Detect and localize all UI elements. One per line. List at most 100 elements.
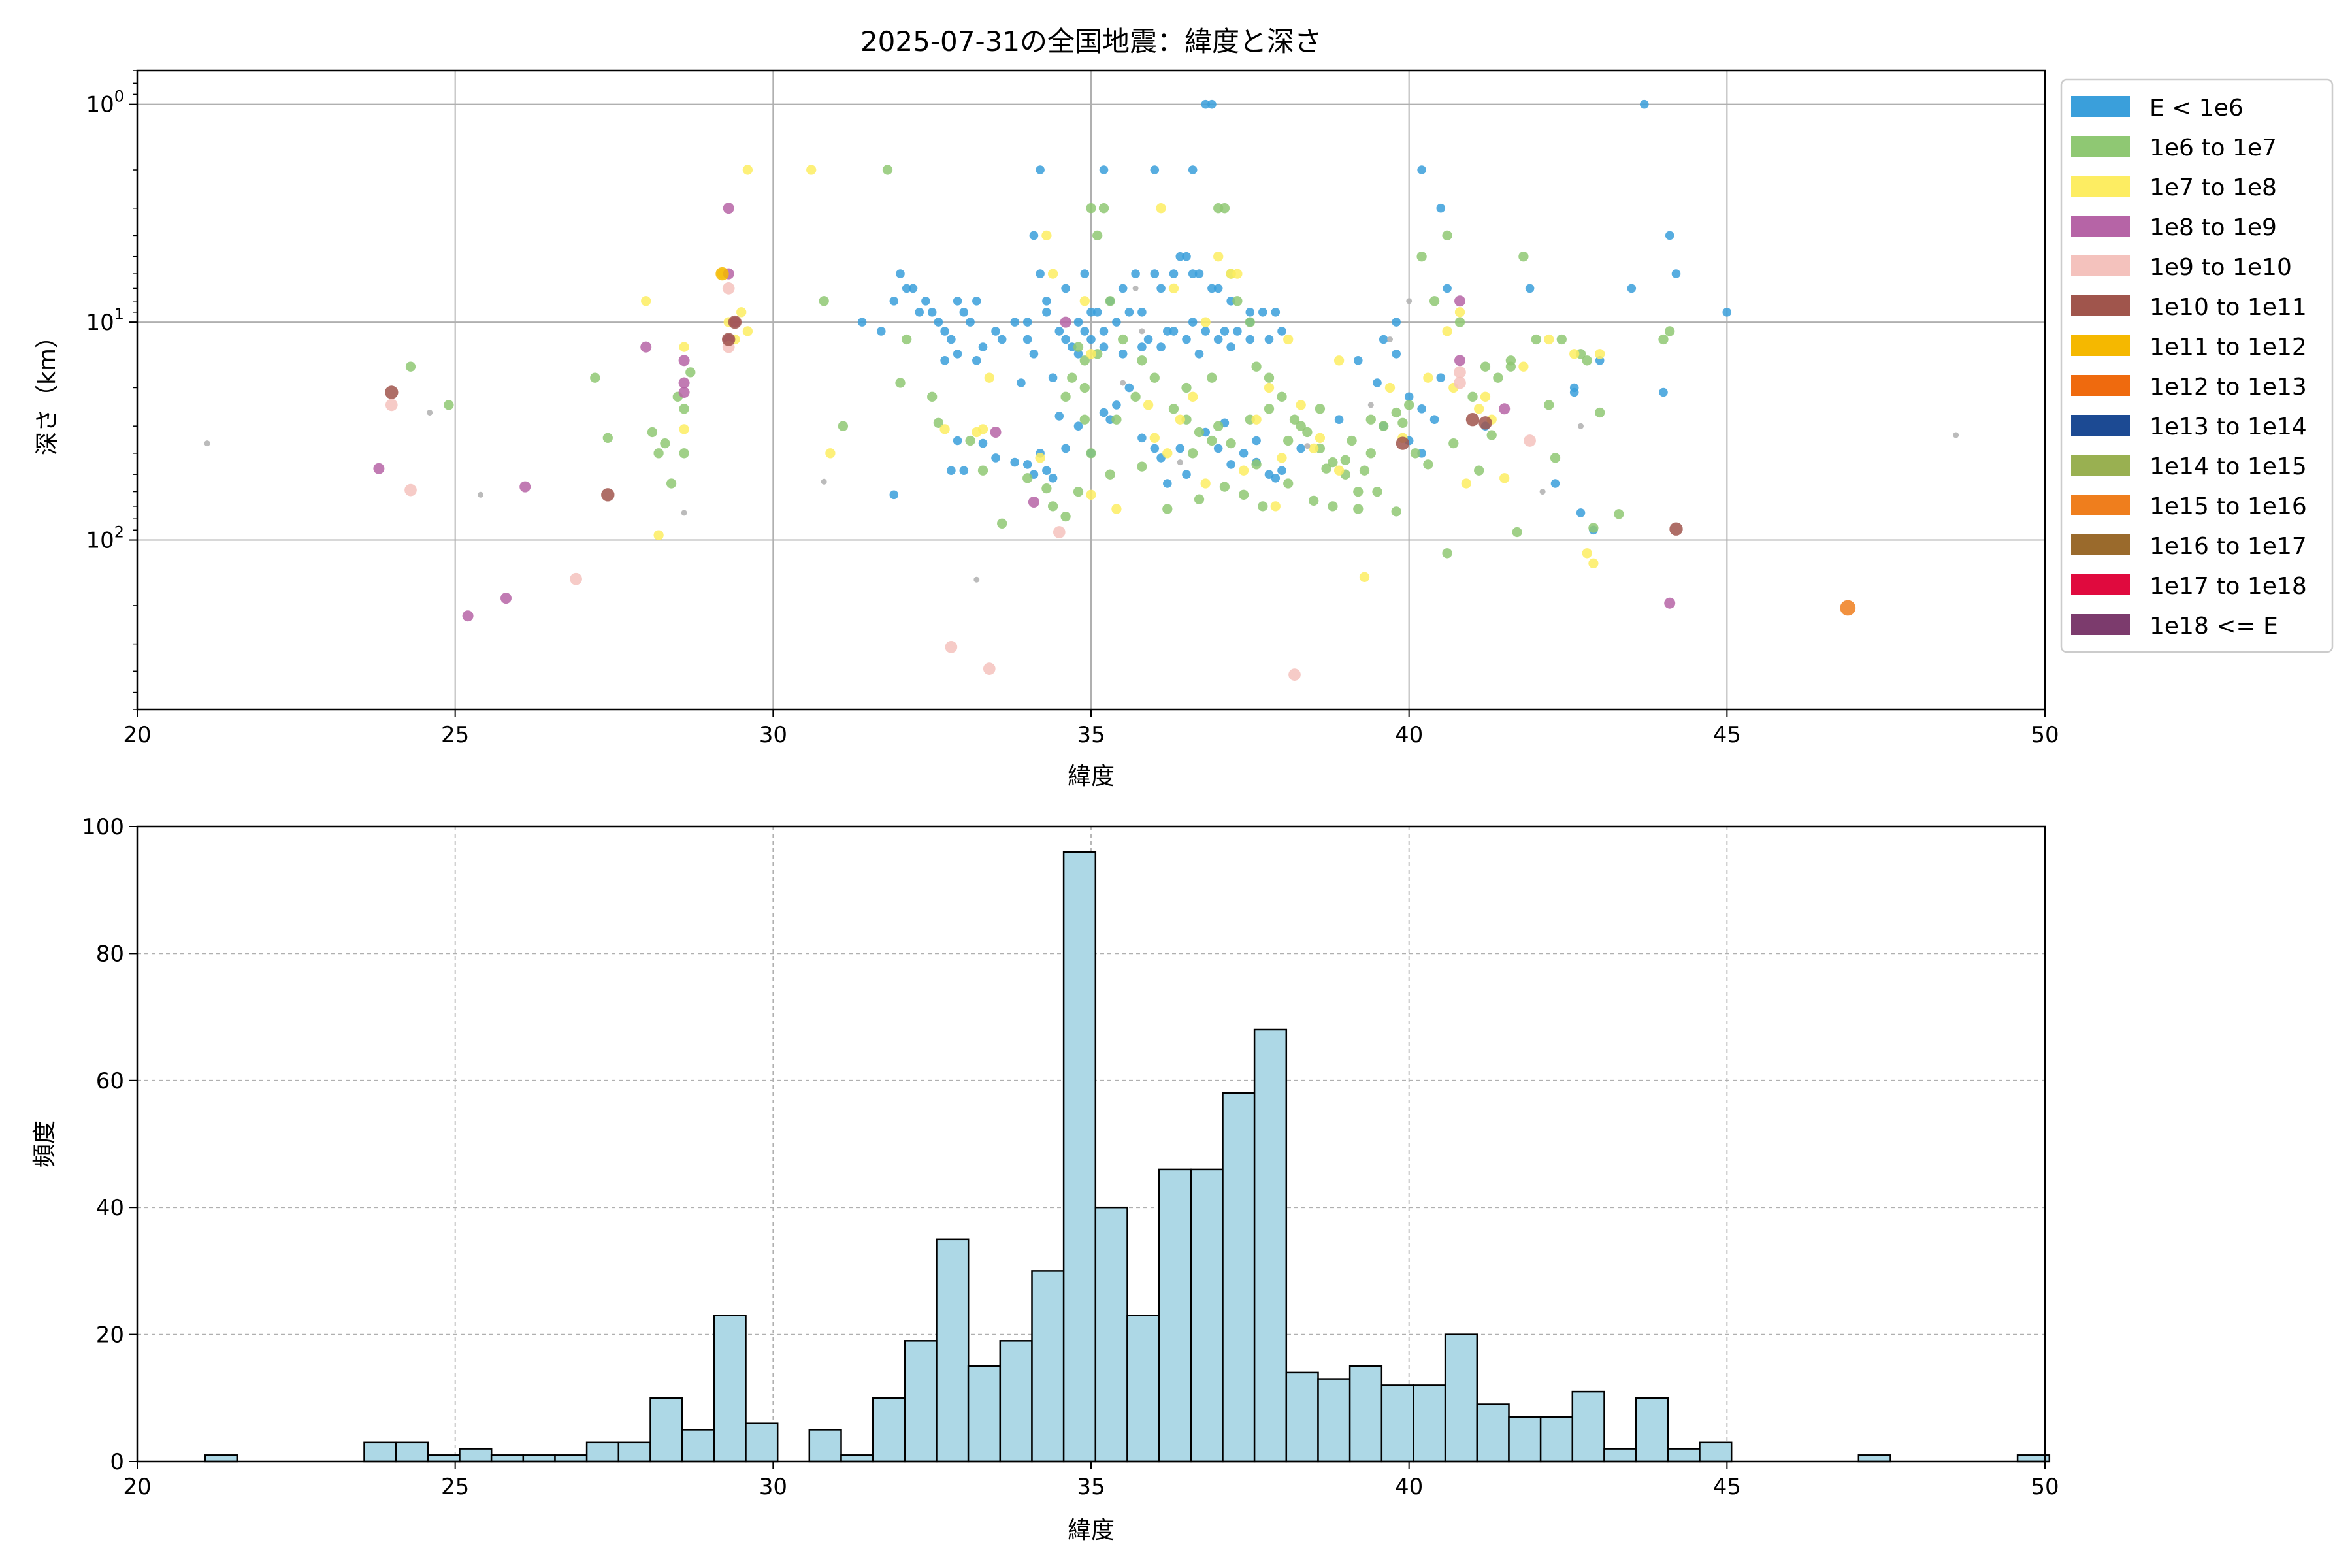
scatter-y-axis-title: 深さ（km） (34, 325, 61, 455)
scatter-point (1163, 479, 1172, 488)
scatter-point (1213, 335, 1223, 344)
histogram-x-tick-label: 30 (759, 1474, 787, 1500)
scatter-point (1232, 269, 1243, 279)
legend-swatch (2071, 534, 2130, 555)
histogram-bar (1444, 1333, 1478, 1463)
scatter-point (978, 342, 988, 351)
histogram-bar (1094, 1206, 1128, 1463)
scatter-point (934, 318, 943, 327)
histogram-x-tick-label: 45 (1713, 1474, 1741, 1500)
scatter-point (1028, 497, 1039, 508)
scatter-point (1036, 165, 1045, 174)
scatter-y-tick-base: 10 (86, 92, 114, 118)
histogram-x-tick-label: 20 (123, 1474, 151, 1500)
scatter-point (819, 296, 829, 306)
scatter-point (1139, 328, 1145, 335)
scatter-point (1035, 453, 1045, 463)
scatter-point (1137, 355, 1147, 366)
scatter-point (1283, 478, 1294, 489)
scatter-point (1373, 378, 1382, 387)
histogram-bar (1476, 1403, 1510, 1463)
histogram-bar (967, 1365, 1002, 1463)
histogram-bar (1635, 1397, 1669, 1463)
scatter-point (1010, 318, 1019, 327)
scatter-point (1086, 489, 1096, 500)
scatter-point (1423, 459, 1433, 470)
scatter-point (1333, 355, 1345, 366)
scatter-point (1296, 444, 1305, 453)
scatter-point (1041, 483, 1052, 494)
scatter-point (1354, 356, 1363, 365)
histogram-x-tick-label: 40 (1395, 1474, 1423, 1500)
scatter-point (1640, 99, 1649, 109)
scatter-y-tick-exponent: 0 (114, 88, 124, 106)
legend-label: 1e7 to 1e8 (2149, 174, 2277, 201)
scatter-point (1474, 404, 1484, 414)
scatter-point (678, 387, 690, 398)
legend-label: 1e11 to 1e12 (2149, 334, 2307, 361)
scatter-point (1029, 350, 1039, 359)
scatter-point (1048, 474, 1058, 483)
scatter-point (1627, 284, 1637, 293)
scatter-point (953, 436, 962, 446)
histogram-bar (427, 1454, 461, 1463)
scatter-point (1092, 230, 1103, 241)
scatter-point (896, 269, 905, 278)
scatter-point (1073, 421, 1083, 431)
scatter-point (1207, 435, 1217, 446)
scatter-point (1053, 526, 1066, 538)
scatter-point (1595, 407, 1605, 418)
scatter-legend: E < 1e6 1e6 to 1e7 1e7 to 1e8 1e8 to 1e9 1e9… (2060, 78, 2334, 653)
scatter-point (1258, 501, 1268, 512)
scatter-point (1061, 284, 1070, 293)
scatter-y-tick-label: 100 (86, 88, 124, 118)
scatter-point (1493, 372, 1503, 383)
scatter-point (1201, 327, 1210, 336)
scatter-point (1454, 355, 1465, 367)
histogram-bar (649, 1397, 683, 1463)
scatter-point (681, 510, 687, 516)
scatter-point (1169, 327, 1179, 336)
scatter-point (1201, 99, 1210, 109)
scatter-point (1156, 203, 1166, 214)
scatter-point (1086, 448, 1096, 459)
scatter-point (1099, 342, 1109, 351)
scatter-point (1010, 457, 1019, 467)
scatter-point (641, 296, 651, 306)
scatter-point (889, 490, 899, 500)
scatter-point (1105, 296, 1115, 306)
scatter-point (601, 488, 615, 502)
scatter-x-tick-label: 30 (759, 722, 787, 748)
scatter-point (1442, 230, 1452, 241)
scatter-point (1486, 430, 1497, 440)
histogram-bar (936, 1238, 970, 1463)
scatter-point (728, 315, 742, 329)
scatter-point (1569, 387, 1579, 397)
scatter-point (1118, 334, 1128, 345)
scatter-point (1061, 444, 1070, 453)
histogram-bar (1222, 1092, 1256, 1463)
scatter-point (1194, 427, 1205, 438)
scatter-point (1277, 453, 1287, 463)
scatter-point (1194, 350, 1204, 359)
scatter-point (1480, 391, 1491, 402)
scatter-point (1588, 558, 1599, 568)
histogram-bar (1699, 1441, 1733, 1463)
scatter-point (997, 518, 1007, 529)
scatter-point (678, 377, 690, 389)
scatter-point (1017, 378, 1026, 387)
scatter-point (1219, 482, 1230, 492)
scatter-point (959, 466, 969, 475)
scatter-point (590, 372, 600, 383)
scatter-point (940, 356, 949, 365)
scatter-point (653, 530, 664, 540)
scatter-point (1582, 548, 1592, 559)
scatter-point (640, 341, 652, 353)
scatter-point (1120, 380, 1126, 386)
scatter-point (679, 424, 689, 434)
scatter-point (722, 282, 735, 295)
scatter-point (1544, 400, 1554, 410)
scatter-point (1304, 443, 1311, 449)
scatter-point (570, 572, 582, 585)
scatter-point (921, 297, 930, 306)
